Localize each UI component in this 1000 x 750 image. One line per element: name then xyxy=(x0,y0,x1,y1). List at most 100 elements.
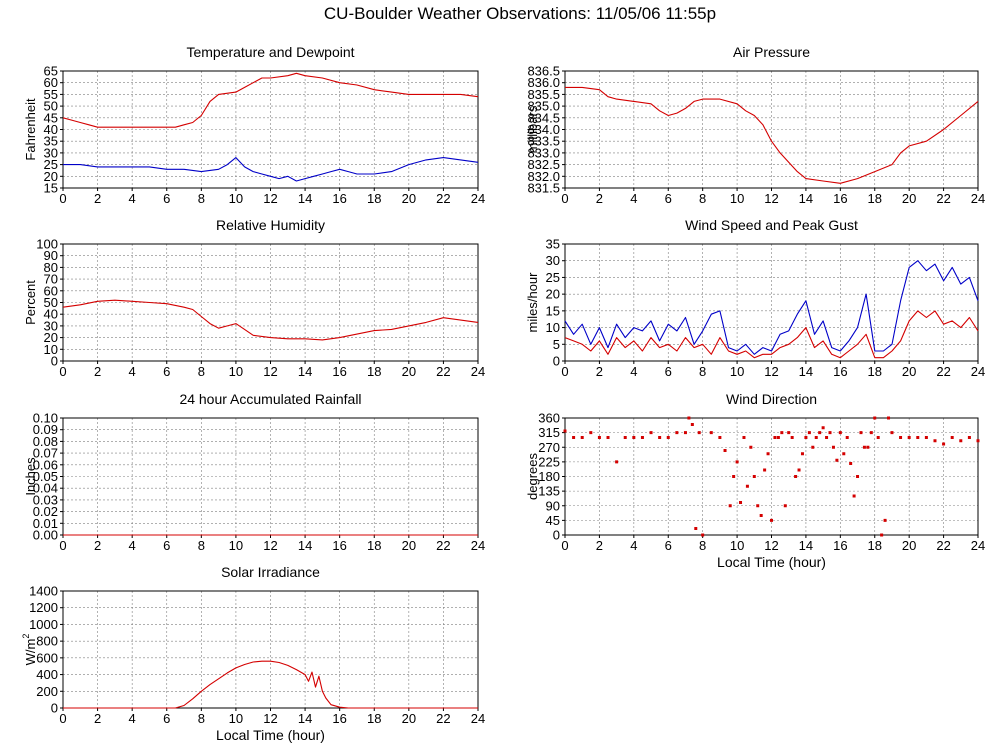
y-tick-label: 90 xyxy=(546,498,560,513)
x-tick-label: 8 xyxy=(198,538,205,553)
y-tick-label: 1200 xyxy=(29,600,58,615)
data-point xyxy=(825,436,829,439)
data-point xyxy=(842,452,846,456)
y-tick-label: 0.01 xyxy=(33,516,58,531)
x-tick-label: 8 xyxy=(699,191,706,206)
data-point xyxy=(859,431,863,435)
series-line-1 xyxy=(565,86,979,184)
data-point xyxy=(852,494,856,498)
data-point xyxy=(745,484,749,488)
chart-6: 0 2 4 6 8 10 12 14 16 18 20 22 240459013518022527031… xyxy=(525,391,985,570)
x-tick-label: 14 xyxy=(298,364,312,379)
y-tick-label: 1000 xyxy=(29,617,58,632)
x-tick-label: 6 xyxy=(665,191,672,206)
x-tick-label: 8 xyxy=(699,364,706,379)
y-tick-label: 50 xyxy=(44,295,58,310)
x-tick-label: 12 xyxy=(263,538,277,553)
x-tick-label: 18 xyxy=(367,711,381,726)
x-tick-label: 24 xyxy=(471,711,485,726)
y-tick-label: 834.5 xyxy=(527,110,560,125)
data-point xyxy=(683,431,687,435)
y-tick-label: 800 xyxy=(36,634,58,649)
x-tick-label: 10 xyxy=(229,191,243,206)
x-tick-label: 16 xyxy=(833,538,847,553)
x-tick-label: 0 xyxy=(561,538,568,553)
data-point xyxy=(739,501,743,504)
y-tick-label: 40 xyxy=(44,122,58,137)
y-tick-label: 20 xyxy=(44,169,58,184)
y-axis-label: millibars xyxy=(525,105,540,153)
data-point xyxy=(580,436,584,439)
chart-title: Relative Humidity xyxy=(216,217,325,233)
y-tick-label: 0.07 xyxy=(33,446,58,461)
x-tick-label: 16 xyxy=(833,191,847,206)
data-point xyxy=(658,436,662,439)
y-tick-label: 135 xyxy=(538,484,560,499)
x-tick-label: 0 xyxy=(561,191,568,206)
y-tick-label: 225 xyxy=(538,454,560,469)
x-axis-label: Local Time (hour) xyxy=(717,554,826,570)
data-point xyxy=(572,436,576,439)
chart-1: 0 2 4 6 8 10 12 14 16 18 20 22 241520253035404550556… xyxy=(23,44,485,206)
x-tick-label: 10 xyxy=(229,538,243,553)
y-tick-label: 832.5 xyxy=(527,157,560,172)
x-tick-label: 14 xyxy=(298,711,312,726)
x-tick-label: 18 xyxy=(367,538,381,553)
x-tick-label: 4 xyxy=(630,538,637,553)
x-tick-label: 14 xyxy=(298,191,312,206)
x-tick-label: 8 xyxy=(198,364,205,379)
y-tick-label: 15 xyxy=(546,303,560,318)
x-tick-label: 0 xyxy=(561,364,568,379)
y-tick-label: 315 xyxy=(538,425,560,440)
data-point xyxy=(615,460,619,464)
data-point xyxy=(831,445,835,449)
series-line-2 xyxy=(564,310,979,359)
y-tick-label: 50 xyxy=(44,99,58,114)
x-tick-label: 20 xyxy=(402,191,416,206)
x-tick-label: 12 xyxy=(263,711,277,726)
chart-title: Temperature and Dewpoint xyxy=(186,44,354,60)
data-point xyxy=(821,426,825,430)
y-axis-label: Inches xyxy=(23,457,38,496)
data-point xyxy=(800,452,804,456)
y-tick-label: 0 xyxy=(51,354,58,369)
y-tick-label: 0.09 xyxy=(33,422,58,437)
series-line-2 xyxy=(63,157,479,182)
x-tick-label: 0 xyxy=(59,538,66,553)
x-tick-label: 22 xyxy=(436,191,450,206)
y-tick-label: 15 xyxy=(44,181,58,196)
x-tick-label: 0 xyxy=(59,364,66,379)
x-tick-label: 14 xyxy=(799,191,813,206)
x-tick-label: 2 xyxy=(596,191,603,206)
x-tick-label: 22 xyxy=(436,538,450,553)
x-tick-label: 6 xyxy=(163,711,170,726)
x-tick-label: 22 xyxy=(936,191,950,206)
x-tick-label: 12 xyxy=(764,191,778,206)
series-line-1 xyxy=(62,299,479,341)
y-tick-label: 35 xyxy=(44,134,58,149)
x-tick-label: 22 xyxy=(936,364,950,379)
x-tick-label: 24 xyxy=(471,191,485,206)
data-point xyxy=(752,475,756,478)
data-point xyxy=(756,504,760,508)
data-point xyxy=(942,442,946,446)
data-point xyxy=(916,436,920,439)
data-point xyxy=(887,416,891,420)
y-axis-label: Percent xyxy=(23,280,38,325)
x-tick-label: 24 xyxy=(971,364,985,379)
data-point xyxy=(687,416,691,420)
chart-7: 0 2 4 6 8 10 12 14 16 18 20 22 240200400600800100012… xyxy=(21,564,485,743)
data-point xyxy=(907,436,911,439)
y-tick-label: 35 xyxy=(546,237,560,252)
y-tick-label: 832.0 xyxy=(527,169,560,184)
x-tick-label: 24 xyxy=(971,191,985,206)
x-tick-label: 18 xyxy=(868,538,882,553)
data-point xyxy=(675,431,679,435)
data-point xyxy=(623,436,627,439)
x-tick-label: 4 xyxy=(129,538,136,553)
x-tick-label: 14 xyxy=(799,538,813,553)
chart-title: Wind Direction xyxy=(726,391,817,407)
y-axis-label: miles/hour xyxy=(525,272,540,333)
x-tick-label: 4 xyxy=(129,191,136,206)
